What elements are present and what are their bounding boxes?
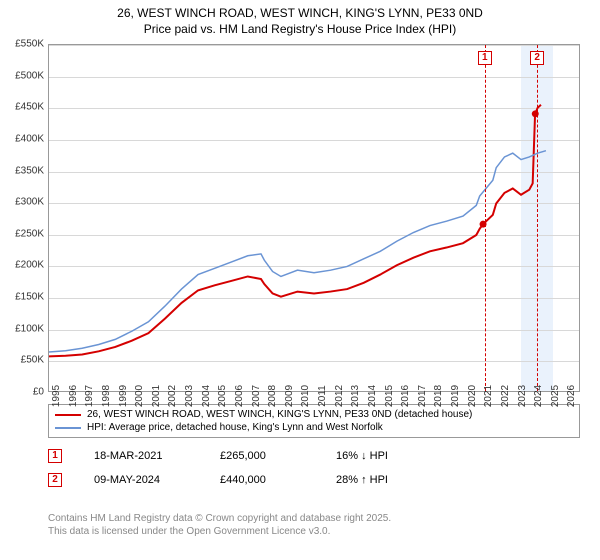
legend-label: 26, WEST WINCH ROAD, WEST WINCH, KING'S … (87, 409, 472, 420)
y-axis-label: £450K (15, 102, 44, 113)
marker-badge: 2 (530, 51, 544, 65)
legend-item: HPI: Average price, detached house, King… (55, 421, 573, 434)
x-axis-label: 2001 (151, 385, 162, 407)
x-axis-label: 2011 (317, 385, 328, 407)
x-axis-label: 2014 (367, 385, 378, 407)
x-axis-label: 2012 (334, 385, 345, 407)
y-axis-label: £50K (21, 355, 44, 366)
y-axis-label: £350K (15, 165, 44, 176)
chart-plot-area: 12 (48, 44, 580, 392)
data-price: £265,000 (220, 450, 320, 462)
chart-lines-svg (49, 45, 579, 391)
x-axis-label: 1996 (68, 385, 79, 407)
legend-label: HPI: Average price, detached house, King… (87, 422, 383, 433)
marker-badge: 1 (48, 449, 62, 463)
data-pct: 28% ↑ HPI (336, 474, 456, 486)
x-axis-label: 2018 (433, 385, 444, 407)
data-date: 09-MAY-2024 (94, 474, 204, 486)
footer-line-1: Contains HM Land Registry data © Crown c… (48, 512, 391, 525)
x-axis-label: 2025 (550, 385, 561, 407)
legend-box: 26, WEST WINCH ROAD, WEST WINCH, KING'S … (48, 404, 580, 438)
y-axis-label: £500K (15, 70, 44, 81)
x-axis-label: 2003 (184, 385, 195, 407)
x-axis-label: 2013 (350, 385, 361, 407)
title-line-1: 26, WEST WINCH ROAD, WEST WINCH, KING'S … (10, 6, 590, 22)
x-axis-label: 2017 (417, 385, 428, 407)
series-price_paid (49, 105, 541, 357)
x-axis-label: 2021 (483, 385, 494, 407)
marker-badge: 1 (478, 51, 492, 65)
footer-line-2: This data is licensed under the Open Gov… (48, 525, 391, 538)
x-axis-label: 2024 (533, 385, 544, 407)
chart-container: 26, WEST WINCH ROAD, WEST WINCH, KING'S … (0, 0, 600, 560)
x-axis-label: 2006 (234, 385, 245, 407)
x-axis-label: 1995 (51, 385, 62, 407)
series-hpi (49, 151, 546, 352)
data-price: £440,000 (220, 474, 320, 486)
x-axis-label: 2023 (517, 385, 528, 407)
x-axis-label: 2020 (467, 385, 478, 407)
legend-swatch (55, 414, 81, 416)
x-axis-label: 1997 (84, 385, 95, 407)
y-axis-label: £300K (15, 197, 44, 208)
x-axis-label: 1998 (101, 385, 112, 407)
y-axis-label: £100K (15, 323, 44, 334)
y-axis-label: £250K (15, 228, 44, 239)
x-axis-label: 1999 (118, 385, 129, 407)
data-pct: 16% ↓ HPI (336, 450, 456, 462)
y-axis-label: £550K (15, 39, 44, 50)
y-axis-label: £400K (15, 133, 44, 144)
marker-badge: 2 (48, 473, 62, 487)
legend-item: 26, WEST WINCH ROAD, WEST WINCH, KING'S … (55, 408, 573, 421)
x-axis-label: 2000 (134, 385, 145, 407)
y-axis-label: £150K (15, 292, 44, 303)
legend-swatch (55, 427, 81, 429)
x-axis-label: 2022 (500, 385, 511, 407)
y-axis-label: £200K (15, 260, 44, 271)
x-axis-label: 2026 (566, 385, 577, 407)
footer-attribution: Contains HM Land Registry data © Crown c… (48, 512, 391, 538)
chart-title: 26, WEST WINCH ROAD, WEST WINCH, KING'S … (0, 0, 600, 39)
x-axis-label: 2005 (217, 385, 228, 407)
x-axis-label: 2008 (267, 385, 278, 407)
x-axis-label: 2002 (167, 385, 178, 407)
data-row: 1 18-MAR-2021 £265,000 16% ↓ HPI (48, 444, 580, 468)
data-date: 18-MAR-2021 (94, 450, 204, 462)
y-axis-label: £0 (33, 387, 44, 398)
title-line-2: Price paid vs. HM Land Registry's House … (10, 22, 590, 38)
x-axis-label: 2004 (201, 385, 212, 407)
data-row: 2 09-MAY-2024 £440,000 28% ↑ HPI (48, 468, 580, 492)
data-point-table: 1 18-MAR-2021 £265,000 16% ↓ HPI 2 09-MA… (48, 444, 580, 492)
x-axis-label: 2016 (400, 385, 411, 407)
x-axis-label: 2009 (284, 385, 295, 407)
x-axis-label: 2007 (251, 385, 262, 407)
x-axis-label: 2019 (450, 385, 461, 407)
x-axis-label: 2010 (300, 385, 311, 407)
x-axis-label: 2015 (384, 385, 395, 407)
